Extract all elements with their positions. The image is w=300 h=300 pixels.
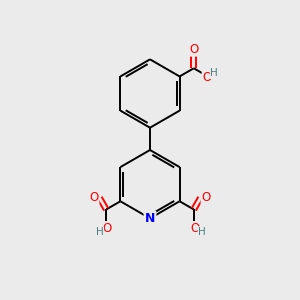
Text: H: H bbox=[198, 227, 206, 237]
Text: N: N bbox=[145, 212, 155, 225]
Text: O: O bbox=[189, 43, 198, 56]
Text: O: O bbox=[90, 191, 99, 204]
Text: O: O bbox=[103, 222, 112, 235]
Text: O: O bbox=[201, 191, 210, 204]
Text: H: H bbox=[96, 227, 104, 237]
Text: H: H bbox=[210, 68, 218, 79]
Text: O: O bbox=[202, 71, 212, 84]
Text: O: O bbox=[190, 222, 199, 235]
